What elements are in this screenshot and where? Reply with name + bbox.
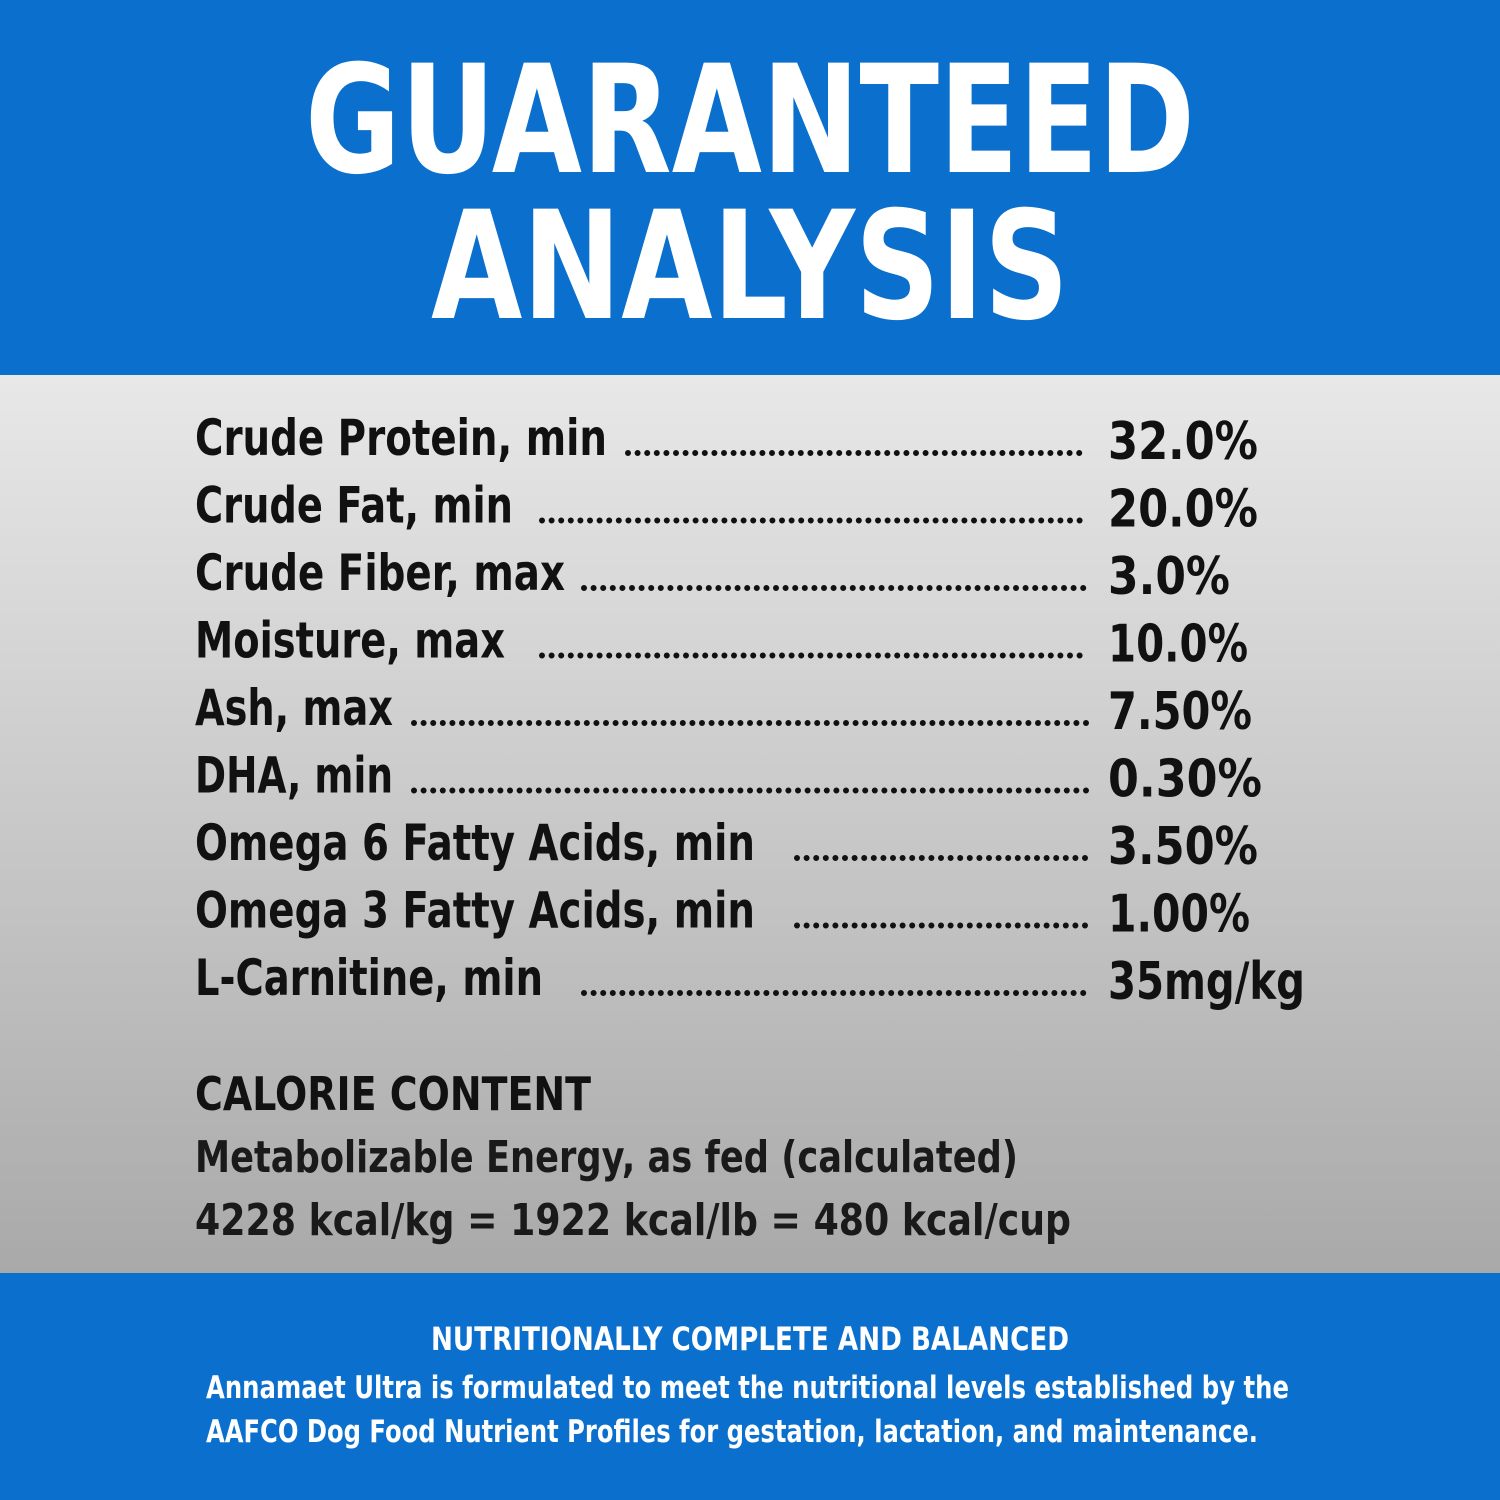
row-value: 3.0% bbox=[1108, 547, 1230, 607]
row-value: 32.0% bbox=[1108, 412, 1258, 472]
content-band bbox=[0, 375, 1500, 1273]
row-value: 3.50% bbox=[1108, 817, 1258, 877]
row-value: 0.30% bbox=[1108, 750, 1262, 810]
footer-line: Annamaet Ultra is formulated to meet the… bbox=[206, 1370, 1289, 1406]
row-value: 1.00% bbox=[1108, 885, 1250, 945]
calorie-line: Metabolizable Energy, as fed (calculated… bbox=[195, 1132, 1018, 1183]
row-label: Crude Fat, min bbox=[195, 477, 513, 535]
row-label: Moisture, max bbox=[195, 612, 505, 670]
row-value: 10.0% bbox=[1108, 615, 1248, 675]
row-label: Crude Protein, min bbox=[195, 409, 607, 467]
row-value: 20.0% bbox=[1108, 480, 1258, 540]
footer-heading: NUTRITIONALLY COMPLETE AND BALANCED bbox=[431, 1320, 1069, 1358]
title-line: GUARANTEED bbox=[305, 34, 1195, 208]
row-label: Ash, max bbox=[195, 679, 393, 737]
row-value: 7.50% bbox=[1108, 682, 1252, 742]
row-value: 35mg/kg bbox=[1108, 952, 1305, 1012]
calorie-heading: CALORIE CONTENT bbox=[195, 1067, 592, 1121]
row-label: Crude Fiber, max bbox=[195, 544, 565, 602]
footer-band bbox=[0, 1273, 1500, 1500]
title-line: ANALYSIS bbox=[431, 180, 1069, 354]
row-label: Omega 6 Fatty Acids, min bbox=[195, 814, 755, 872]
header-band bbox=[0, 0, 1500, 375]
row-label: Omega 3 Fatty Acids, min bbox=[195, 882, 755, 940]
row-label: L-Carnitine, min bbox=[195, 949, 543, 1007]
calorie-line: 4228 kcal/kg = 1922 kcal/lb = 480 kcal/c… bbox=[195, 1195, 1071, 1246]
footer-line: AAFCO Dog Food Nutrient Profiles for ges… bbox=[206, 1414, 1258, 1450]
row-label: DHA, min bbox=[195, 747, 393, 805]
